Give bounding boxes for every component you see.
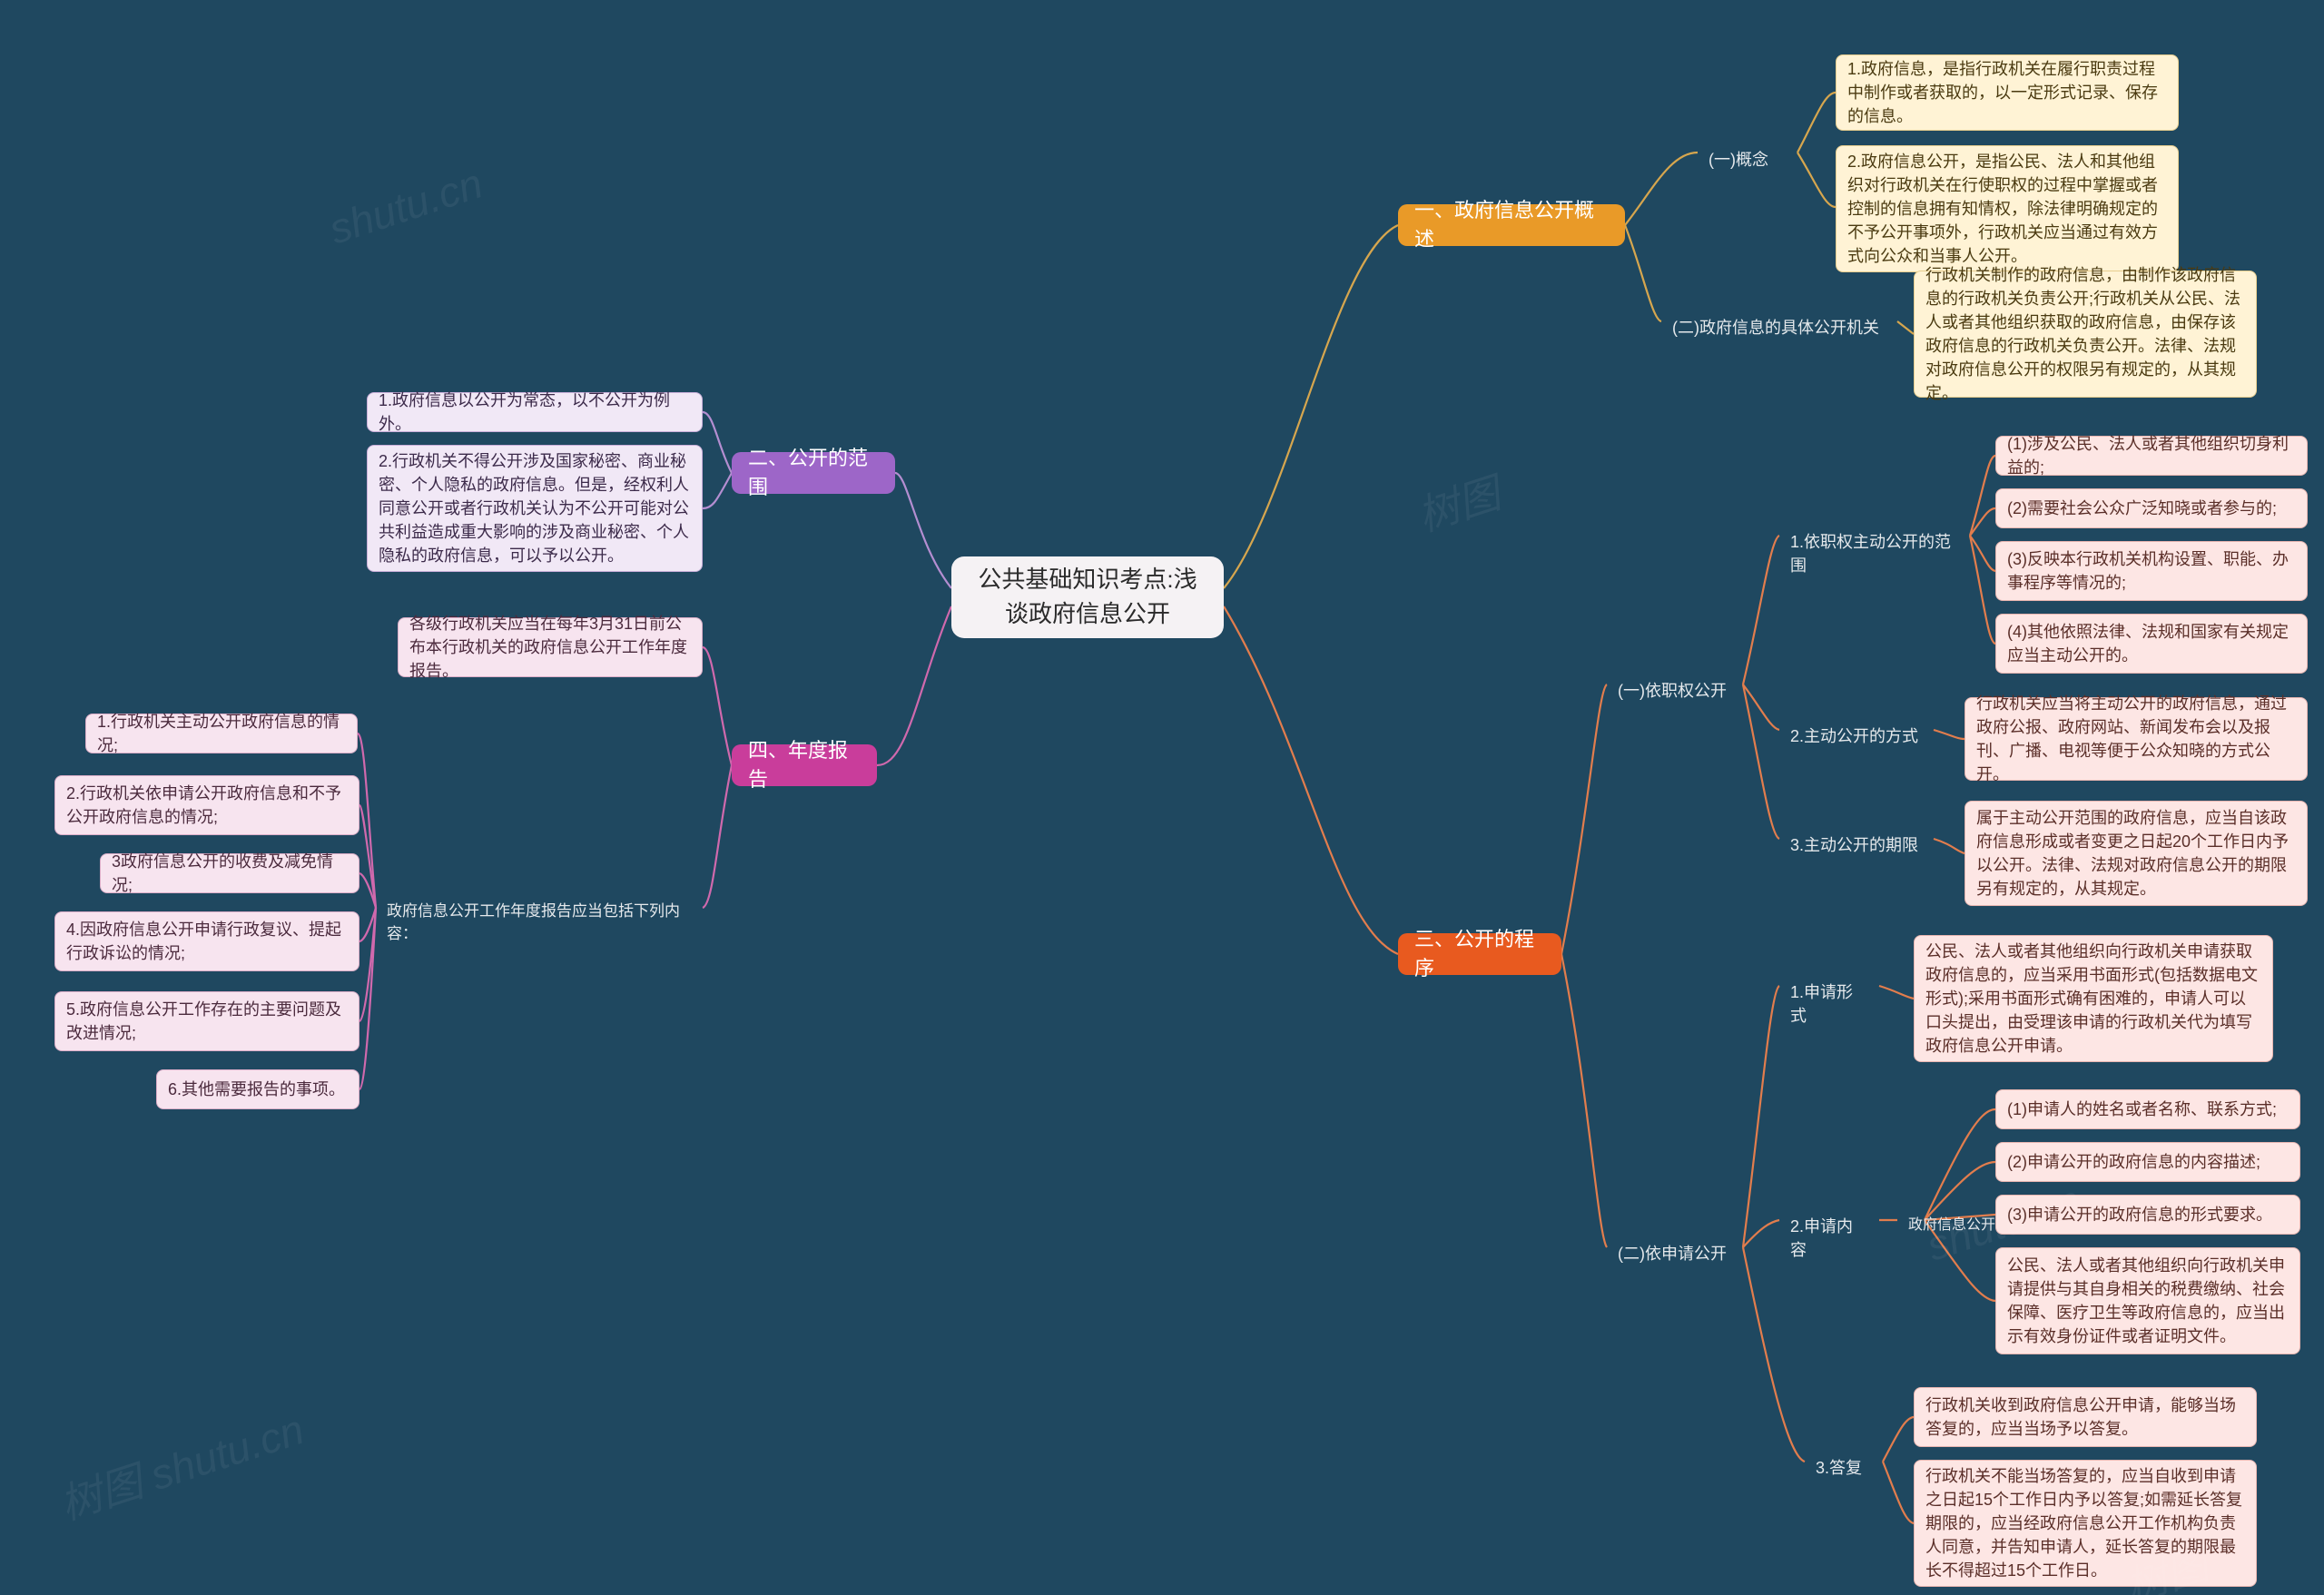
mindmap-canvas: 公共基础知识考点:浅谈政府信息公开 一、政府信息公开概述 (一)概念 1.政府信… <box>0 0 2324 1595</box>
b3-s31c1: 属于主动公开范围的政府信息，应当自该政府信息形成或者变更之日起20个工作日内予以… <box>1965 801 2308 906</box>
b3-s32c1: 行政机关收到政府信息公开申请，能够当场答复的，应当当场予以答复。 <box>1914 1387 2257 1447</box>
b3-s31a4: (4)其他依照法律、法规和国家有关规定应当主动公开的。 <box>1995 614 2308 674</box>
branch-2: 二、公开的范围 <box>732 452 895 494</box>
watermark: 树图 shutu.cn <box>52 1397 310 1532</box>
b1-leaf2: 行政机关制作的政府信息，由制作该政府信息的行政机关负责公开;行政机关从公民、法人… <box>1914 271 2257 398</box>
b3-s32b3: (3)申请公开的政府信息的形式要求。 <box>1995 1195 2300 1235</box>
b3-s32c2: 行政机关不能当场答复的，应当自收到申请之日起15个工作日内予以答复;如需延长答复… <box>1914 1460 2257 1587</box>
b2-leaf1: 1.政府信息以公开为常态，以不公开为例外。 <box>367 392 703 432</box>
b3-s31b: 2.主动公开的方式 <box>1779 717 1934 755</box>
branch-1: 一、政府信息公开概述 <box>1398 204 1625 246</box>
b4-sub: 政府信息公开工作年度报告应当包括下列内容： <box>376 893 703 952</box>
watermark: shutu.cn <box>323 158 488 253</box>
root-node: 公共基础知识考点:浅谈政府信息公开 <box>951 556 1224 638</box>
b3-s31a2: (2)需要社会公众广泛知晓或者参与的; <box>1995 488 2308 528</box>
b4-l3: 3政府信息公开的收费及减免情况; <box>100 853 359 893</box>
branch-3: 三、公开的程序 <box>1398 933 1561 975</box>
b3-s31a: 1.依职权主动公开的范围 <box>1779 523 1970 585</box>
b3-s32: (二)依申请公开 <box>1607 1235 1743 1273</box>
branch-4: 四、年度报告 <box>732 744 877 786</box>
b4-l4: 4.因政府信息公开申请行政复议、提起行政诉讼的情况; <box>54 911 359 971</box>
b1-sub1: (一)概念 <box>1698 141 1797 179</box>
b4-l1: 1.行政机关主动公开政府信息的情况; <box>85 714 358 753</box>
watermark: 树图 <box>1409 460 1507 543</box>
b4-l5: 5.政府信息公开工作存在的主要问题及改进情况; <box>54 991 359 1051</box>
b3-s31a1: (1)涉及公民、法人或者其他组织切身利益的; <box>1995 436 2308 476</box>
b3-s32c: 3.答复 <box>1805 1449 1883 1487</box>
b3-s32b1: (1)申请人的姓名或者名称、联系方式; <box>1995 1089 2300 1129</box>
b3-s32b2: (2)申请公开的政府信息的内容描述; <box>1995 1142 2300 1182</box>
b1-leaf1a: 1.政府信息，是指行政机关在履行职责过程中制作或者获取的，以一定形式记录、保存的… <box>1836 54 2179 131</box>
b2-leaf2: 2.行政机关不得公开涉及国家秘密、商业秘密、个人隐私的政府信息。但是，经权利人同… <box>367 445 703 572</box>
b3-s32b4: 公民、法人或者其他组织向行政机关申请提供与其自身相关的税费缴纳、社会保障、医疗卫… <box>1995 1247 2300 1354</box>
b3-s31: (一)依职权公开 <box>1607 672 1743 710</box>
b4-leaf1: 各级行政机关应当在每年3月31日前公布本行政机关的政府信息公开工作年度报告。 <box>398 617 703 677</box>
b3-s31a3: (3)反映本行政机关机构设置、职能、办事程序等情况的; <box>1995 541 2308 601</box>
b3-s31c: 3.主动公开的期限 <box>1779 826 1934 864</box>
b3-s32a: 1.申请形式 <box>1779 973 1879 1035</box>
b4-l6: 6.其他需要报告的事项。 <box>156 1069 359 1109</box>
b4-l2: 2.行政机关依申请公开政府信息和不予公开政府信息的情况; <box>54 775 359 835</box>
b3-s32a1: 公民、法人或者其他组织向行政机关申请获取政府信息的，应当采用书面形式(包括数据电… <box>1914 935 2273 1062</box>
b1-sub2: (二)政府信息的具体公开机关 <box>1661 309 1897 347</box>
b3-s31b1: 行政机关应当将主动公开的政府信息，通过政府公报、政府网站、新闻发布会以及报刊、广… <box>1965 697 2308 781</box>
b3-s32b: 2.申请内容 <box>1779 1207 1879 1269</box>
b1-leaf1b: 2.政府信息公开，是指公民、法人和其他组织对行政机关在行使职权的过程中掌握或者控… <box>1836 145 2179 272</box>
